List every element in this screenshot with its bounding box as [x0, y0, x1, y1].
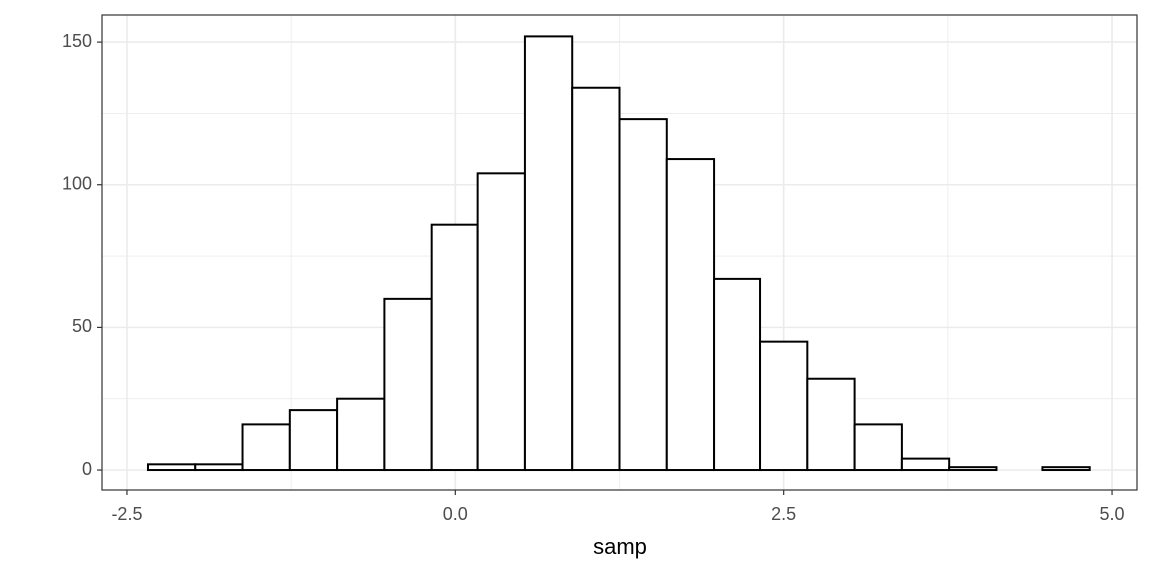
- y-tick-label: 150: [62, 31, 92, 51]
- bar: [336, 397, 386, 472]
- bar: [853, 423, 903, 472]
- x-tick-label: -2.5: [111, 504, 142, 524]
- bar: [665, 158, 716, 472]
- bar: [713, 277, 762, 472]
- y-tick-label: 0: [82, 459, 92, 479]
- y-tick-label: 100: [62, 173, 92, 193]
- bar: [194, 463, 244, 472]
- bar: [241, 423, 291, 472]
- bar: [288, 409, 339, 472]
- y-tick-label: 50: [72, 316, 92, 336]
- x-axis-title: samp: [593, 534, 647, 559]
- x-tick-label: 5.0: [1100, 504, 1125, 524]
- bar: [1041, 466, 1091, 472]
- bar: [806, 377, 856, 472]
- bar: [383, 297, 433, 472]
- bar: [618, 118, 668, 472]
- panel-border: [101, 14, 1138, 491]
- bar: [759, 340, 809, 472]
- bar: [523, 35, 574, 472]
- bar: [146, 463, 197, 472]
- bar: [430, 223, 479, 472]
- x-tick-label: 0.0: [443, 504, 468, 524]
- bar: [900, 457, 951, 472]
- x-tick-label: 2.5: [771, 504, 796, 524]
- bar: [571, 86, 621, 472]
- bar: [948, 466, 998, 472]
- bar: [476, 172, 526, 472]
